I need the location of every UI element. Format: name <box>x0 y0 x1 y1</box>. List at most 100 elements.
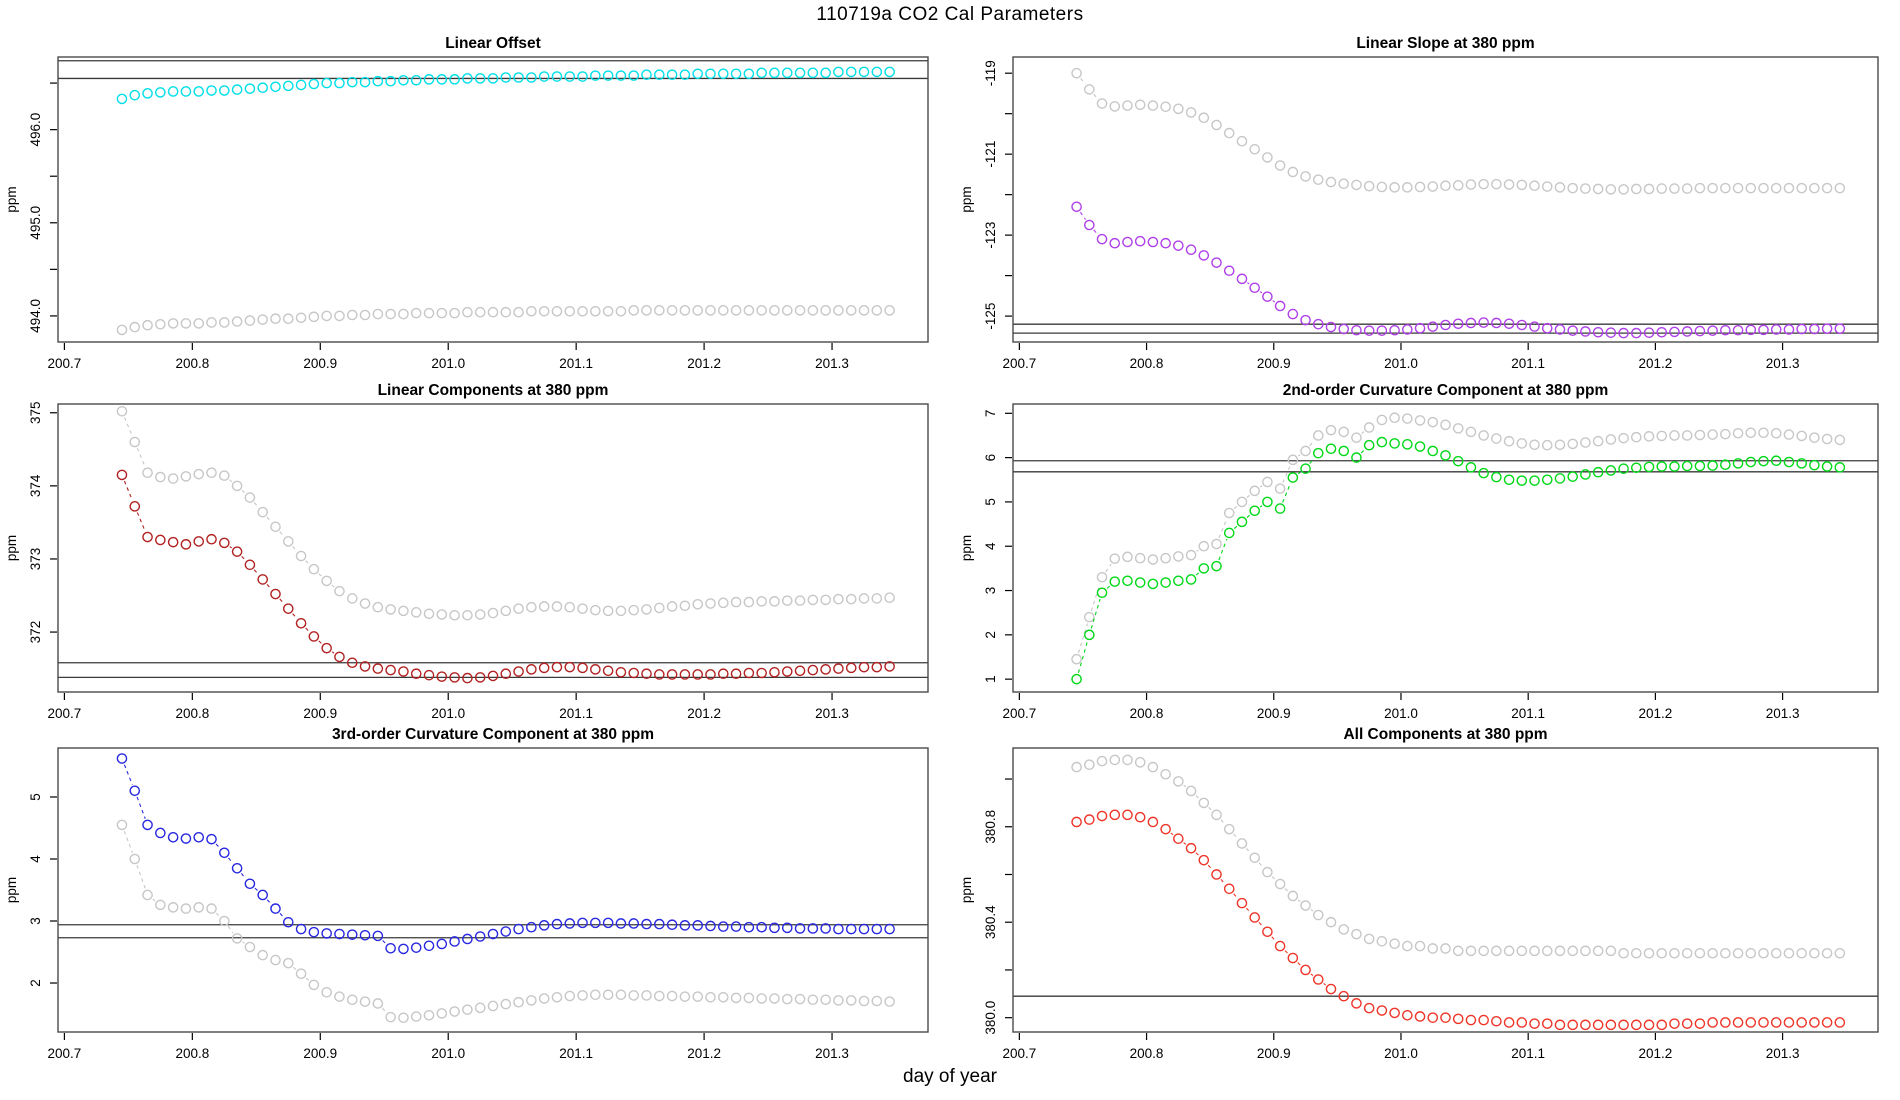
x-tick-label: 201.3 <box>1766 356 1800 371</box>
data-point <box>1567 471 1579 482</box>
x-tick-label: 200.9 <box>1257 706 1291 721</box>
data-point <box>1300 964 1311 976</box>
data-point <box>206 833 217 845</box>
figure-title: 110719a CO2 Cal Parameters <box>816 4 1084 25</box>
data-point <box>858 593 870 604</box>
data-point <box>807 594 819 606</box>
data-point <box>219 537 230 549</box>
data-point <box>602 70 614 81</box>
data-point <box>1656 183 1668 194</box>
data-point <box>641 69 652 80</box>
data-point <box>756 993 767 1004</box>
data-point <box>206 533 217 545</box>
data-point <box>1732 427 1744 439</box>
data-point <box>1198 854 1210 866</box>
data-point <box>321 642 332 654</box>
data-point <box>1211 257 1222 268</box>
y-tick-label: 380.8 <box>983 810 998 844</box>
data-point <box>513 996 524 1008</box>
data-point <box>500 926 512 937</box>
data-point <box>1236 273 1248 285</box>
data-point <box>1745 182 1757 194</box>
data-point <box>654 305 665 316</box>
data-point <box>1821 461 1833 472</box>
data-point <box>641 990 652 1001</box>
data-point <box>167 318 179 329</box>
series-connector <box>1297 454 1301 457</box>
data-point <box>1720 947 1731 959</box>
data-point <box>1223 883 1235 895</box>
data-point <box>538 601 550 612</box>
x-tick-label: 200.8 <box>175 356 209 371</box>
data-point <box>1325 424 1337 436</box>
series-connector <box>1361 431 1365 434</box>
data-point <box>334 651 345 663</box>
data-point <box>180 471 192 482</box>
series-connector <box>227 925 234 934</box>
data-point <box>1084 611 1095 623</box>
data-point <box>1656 461 1668 472</box>
series-connector <box>136 512 146 532</box>
data-point <box>730 992 742 1004</box>
data-point <box>1541 439 1553 451</box>
data-point <box>769 596 780 607</box>
data-point <box>462 933 473 945</box>
data-point <box>1592 326 1604 338</box>
data-point <box>1236 496 1248 508</box>
data-point <box>1681 326 1693 337</box>
x-tick-label: 200.8 <box>175 706 209 721</box>
data-point <box>231 862 243 874</box>
data-point <box>1312 318 1324 330</box>
data-point <box>1312 974 1324 985</box>
data-point <box>769 922 780 934</box>
data-point <box>666 669 678 680</box>
data-point <box>167 536 179 548</box>
data-point <box>551 661 563 673</box>
data-point <box>679 305 691 316</box>
x-tick-label: 200.8 <box>1130 1046 1164 1061</box>
data-point <box>820 67 831 79</box>
series-connector <box>1183 842 1187 845</box>
data-point <box>1707 182 1718 194</box>
x-tick-label: 200.7 <box>1002 356 1036 371</box>
data-point <box>436 938 448 950</box>
data-point <box>692 305 704 316</box>
data-point <box>1720 1017 1731 1028</box>
data-point <box>1452 318 1464 330</box>
data-point <box>1198 797 1210 809</box>
data-point <box>474 306 486 318</box>
data-point <box>1402 324 1413 335</box>
data-point <box>1262 291 1273 302</box>
y-tick-label: 495.0 <box>28 206 43 240</box>
data-point <box>1732 947 1744 959</box>
data-point <box>692 920 704 931</box>
data-point <box>1821 1017 1833 1028</box>
panel-3rd-order-curvature-component-at-380-ppm: 3rd-order Curvature Component at 380 ppm… <box>4 726 929 1061</box>
data-point <box>500 998 512 1010</box>
data-point <box>1809 182 1820 194</box>
data-point <box>1376 181 1388 193</box>
data-point <box>487 607 499 619</box>
data-point <box>1402 182 1413 193</box>
data-point <box>1732 324 1744 336</box>
data-point <box>231 480 243 492</box>
data-point <box>1376 414 1388 426</box>
series-connector <box>1271 936 1277 942</box>
data-point <box>1770 947 1782 959</box>
data-point <box>590 989 601 1001</box>
series-connector <box>1259 485 1263 488</box>
data-point <box>1376 936 1388 947</box>
data-point <box>794 923 806 934</box>
y-tick-label: 496.0 <box>28 113 43 147</box>
data-point <box>1491 1015 1502 1027</box>
data-point <box>295 550 307 562</box>
data-point <box>1694 1018 1706 1029</box>
data-point <box>1236 897 1248 909</box>
data-point <box>1427 181 1439 192</box>
data-point <box>1783 947 1795 959</box>
data-point <box>282 536 294 547</box>
data-point <box>628 305 640 316</box>
data-point <box>1516 945 1528 957</box>
data-point <box>167 902 179 913</box>
data-point <box>845 662 857 674</box>
